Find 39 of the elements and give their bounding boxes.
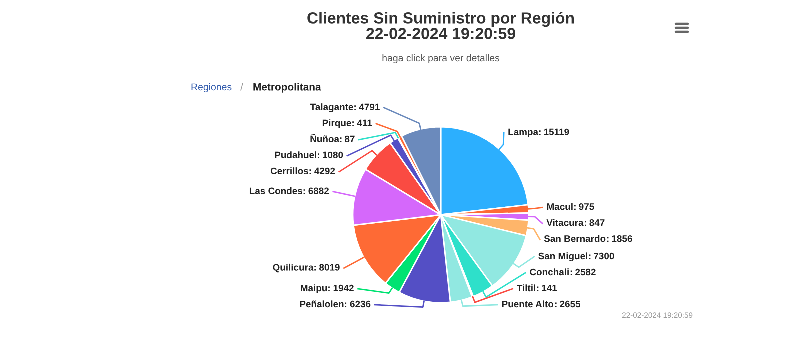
data-label: 15119 [544,128,570,136]
data-label: 6236 [350,300,371,308]
data-label: 7300 [594,252,614,260]
text: Metropolitana [254,83,322,93]
data-label: 1942 [334,284,354,292]
slice-label: Las Condes [250,187,303,194]
data-label: 2655 [560,300,581,308]
data-label: 141 [542,285,558,292]
data-label: 1080 [323,152,344,159]
data-label: 1856 [612,236,632,242]
data-label: 847 [590,220,605,226]
slice-label: Tiltil [517,284,536,292]
data-label: 4292 [314,168,336,175]
data-label: 2582 [576,268,596,276]
chart-title: Clientes Sin Suministro por Región 22-02-2024 19:20:59 [308,12,574,40]
slice-label: Cerrillos [270,168,308,175]
slice-label: Quilicura [273,264,314,273]
slice-label: Pirque [322,120,352,128]
data-label: 411 [357,120,372,126]
data-label: 975 [579,204,594,210]
slice-label: Pudahuel [275,152,316,159]
slice-label: Maipu [301,284,328,294]
slice-label: Puente Alto [502,300,554,308]
slice-label: Conchali [530,268,569,276]
text: Regiones [192,83,232,93]
slice-label: San Miguel [538,252,588,262]
data-label: 6882 [308,188,329,194]
text: / [240,83,244,91]
slice-label: Peñalolen [300,300,344,308]
data-label: 8019 [320,264,340,271]
slice-label: Ñuñoa [310,134,340,143]
data-label: 87 [345,136,355,143]
chart-subtitle: haga click para ver detalles [382,54,500,64]
slice-label: Talagante [310,104,354,112]
slice-label: Vitacura [546,219,584,226]
slice-label: San Bernardo [544,235,606,242]
slice-label: Macul [547,203,573,210]
slice-label: Lampa [508,128,539,138]
data-label: 4791 [359,104,380,111]
